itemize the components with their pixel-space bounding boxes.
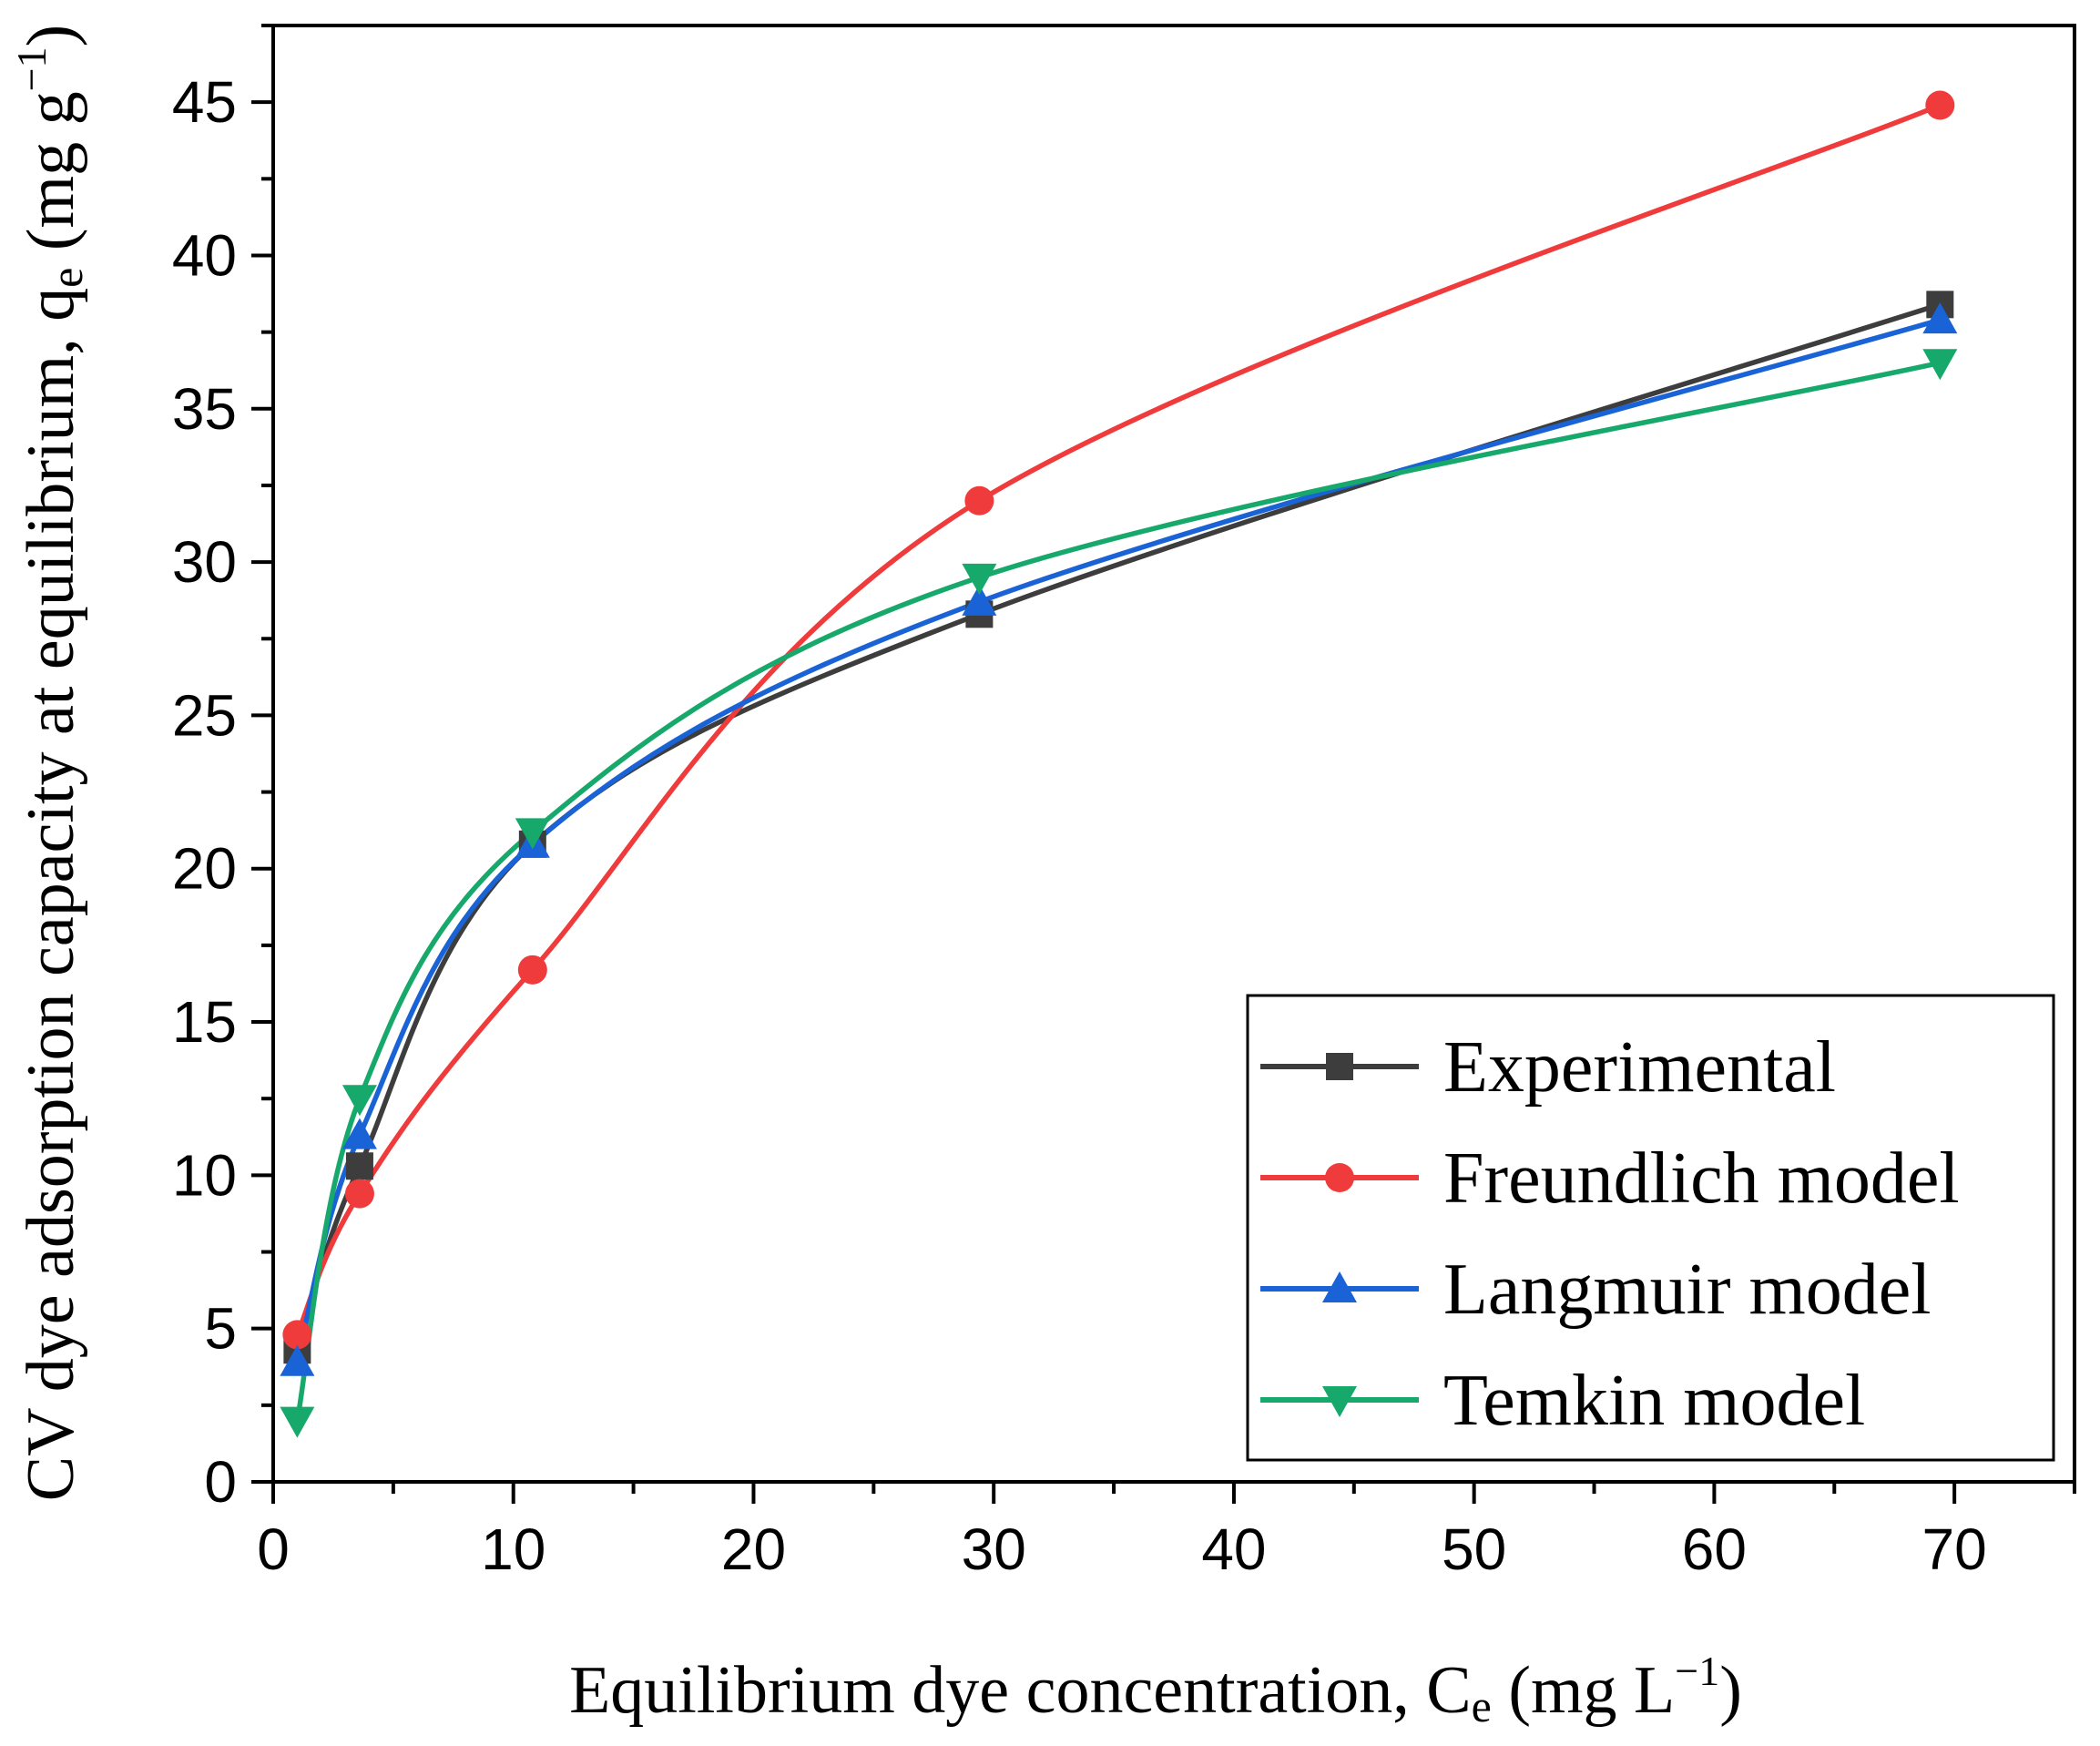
data-point-s3-4 xyxy=(1922,349,1958,381)
data-point-s3-3 xyxy=(962,563,997,595)
data-point-s3-0 xyxy=(280,1406,315,1438)
x-axis-title-main: Equilibrium dye concentration, C xyxy=(569,1653,1472,1728)
data-point-s3-2 xyxy=(515,818,550,850)
legend-label: Experimental xyxy=(1443,1027,1836,1108)
x-tick-label: 40 xyxy=(1201,1516,1266,1582)
legend-marker xyxy=(1325,1163,1354,1192)
series-markers xyxy=(280,90,1958,1438)
legend-label: Temkin model xyxy=(1443,1361,1865,1441)
x-tick-label: 70 xyxy=(1922,1516,1987,1582)
y-tick-label: 30 xyxy=(172,529,237,595)
y-tick-label: 15 xyxy=(172,989,237,1055)
y-tick-label: 20 xyxy=(172,836,237,902)
legend-marker xyxy=(1322,1271,1357,1302)
legend-marker xyxy=(1326,1053,1353,1080)
data-point-s2-0 xyxy=(280,1344,315,1376)
y-tick-label: 25 xyxy=(172,682,237,748)
y-axis-title: CV dye adsorption capacity at equilibriu… xyxy=(8,25,92,1501)
data-point-s0-1 xyxy=(345,1152,373,1180)
x-tick-label: 0 xyxy=(257,1516,290,1582)
x-tick-label: 50 xyxy=(1442,1516,1506,1582)
x-tick-label: 30 xyxy=(962,1516,1026,1582)
y-axis-title-sup: −1 xyxy=(8,46,55,91)
data-point-s3-1 xyxy=(342,1085,377,1117)
y-tick-label: 10 xyxy=(172,1142,237,1208)
axis-titles: Equilibrium dye concentration, Ce (mg L−… xyxy=(8,25,1742,1731)
legend-label: Langmuir model xyxy=(1443,1250,1931,1330)
data-point-s2-4 xyxy=(1922,302,1958,334)
legend: Experimental Freundlich model Langmuir mod… xyxy=(1246,994,2055,1462)
x-axis-title-unit-pre: (mg L xyxy=(1492,1653,1675,1728)
x-tick-label: 10 xyxy=(481,1516,545,1582)
x-axis-title-unit-post: ) xyxy=(1719,1653,1742,1728)
series-points-1 xyxy=(282,90,1955,1350)
legend-entry-0: Experimental xyxy=(1260,1027,1836,1108)
y-axis-title-main: CV dye adsorption capacity at equilibriu… xyxy=(14,288,88,1501)
data-point-s1-1 xyxy=(344,1179,374,1209)
legend-entry-2: Langmuir model xyxy=(1260,1250,1931,1330)
axes: 0 10 20 30 40 50 60 70 0 5 10 15 20 25 30 35 40 45 xyxy=(172,24,2076,1582)
series-points-3 xyxy=(280,349,1958,1438)
data-point-s2-1 xyxy=(342,1118,377,1149)
y-axis-title-sub: e xyxy=(41,268,92,288)
data-point-s2-3 xyxy=(962,584,997,616)
x-tick-label: 60 xyxy=(1682,1516,1747,1582)
legend-entry-3: Temkin model xyxy=(1260,1361,1865,1441)
data-point-s1-4 xyxy=(1925,90,1955,120)
y-axis-title-unit-pre: (mg g xyxy=(14,91,88,267)
y-tick-label: 35 xyxy=(172,376,237,442)
y-axis-title-unit-post: ) xyxy=(14,25,88,47)
legend-label: Freundlich model xyxy=(1443,1138,1960,1219)
series-line-3 xyxy=(294,360,1943,1424)
y-tick-label: 0 xyxy=(204,1449,237,1515)
legend-marker xyxy=(1322,1386,1357,1417)
data-point-s1-3 xyxy=(964,485,994,516)
legend-entry-1: Freundlich model xyxy=(1260,1138,1960,1219)
data-point-s1-2 xyxy=(517,955,547,985)
x-axis-title: Equilibrium dye concentration, Ce (mg L−… xyxy=(569,1648,1742,1731)
legend-box xyxy=(1246,994,2055,1462)
y-tick-label: 40 xyxy=(172,222,237,288)
y-tick-label: 5 xyxy=(204,1296,237,1362)
x-axis-title-sup: −1 xyxy=(1675,1648,1719,1694)
y-tick-label: 45 xyxy=(172,69,237,135)
plot-frame xyxy=(271,24,2076,1484)
x-axis-title-sub: e xyxy=(1472,1680,1492,1731)
x-tick-label: 20 xyxy=(721,1516,786,1582)
data-point-s1-0 xyxy=(282,1320,312,1350)
